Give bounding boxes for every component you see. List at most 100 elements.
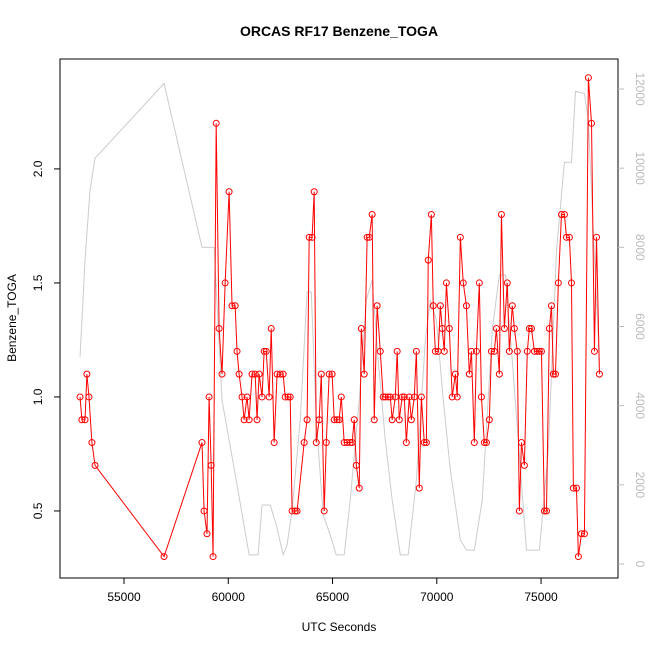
data-point bbox=[557, 211, 565, 219]
data-point bbox=[578, 530, 586, 538]
data-point bbox=[228, 302, 236, 310]
data-point bbox=[588, 119, 596, 127]
y2-tick-label: 2000 bbox=[633, 471, 647, 498]
data-point bbox=[391, 393, 399, 401]
data-point bbox=[429, 302, 437, 310]
data-point bbox=[368, 211, 376, 219]
data-point bbox=[284, 393, 292, 401]
data-point bbox=[417, 393, 425, 401]
data-point bbox=[549, 370, 557, 378]
data-point bbox=[286, 393, 294, 401]
data-point bbox=[209, 553, 217, 561]
data-point bbox=[315, 416, 323, 424]
data-point bbox=[420, 439, 428, 447]
data-point bbox=[160, 553, 168, 561]
x-tick-label: 55000 bbox=[107, 590, 141, 604]
data-point bbox=[281, 393, 289, 401]
data-point bbox=[503, 279, 511, 287]
data-point bbox=[500, 325, 508, 333]
data-point bbox=[317, 370, 325, 378]
data-point bbox=[262, 347, 270, 355]
y-tick-label: 1.5 bbox=[31, 274, 45, 291]
data-point bbox=[303, 416, 311, 424]
data-line bbox=[79, 82, 600, 557]
data-point bbox=[448, 393, 456, 401]
data-point bbox=[517, 439, 525, 447]
data-point bbox=[542, 507, 550, 515]
data-point bbox=[562, 233, 570, 241]
data-point bbox=[480, 439, 488, 447]
data-point bbox=[352, 461, 360, 469]
data-point bbox=[260, 347, 268, 355]
data-point bbox=[580, 530, 588, 538]
data-point bbox=[393, 347, 401, 355]
data-point bbox=[475, 279, 483, 287]
data-point bbox=[459, 279, 467, 287]
data-point bbox=[405, 393, 413, 401]
data-point bbox=[442, 279, 450, 287]
data-point bbox=[451, 370, 459, 378]
data-point bbox=[76, 393, 84, 401]
data-point bbox=[584, 74, 592, 82]
data-point bbox=[346, 439, 354, 447]
data-point bbox=[593, 233, 601, 241]
data-point bbox=[308, 233, 316, 241]
x-axis-label: UTC Seconds bbox=[302, 620, 377, 634]
y-tick-label: 1.0 bbox=[31, 388, 45, 405]
data-point bbox=[267, 325, 275, 333]
data-point bbox=[395, 416, 403, 424]
data-point bbox=[462, 302, 470, 310]
data-point bbox=[355, 484, 363, 492]
data-point bbox=[510, 325, 518, 333]
data-point bbox=[343, 439, 351, 447]
data-point bbox=[400, 393, 408, 401]
y2-tick-label: 6000 bbox=[633, 313, 647, 340]
data-point bbox=[505, 347, 513, 355]
data-point bbox=[218, 370, 226, 378]
data-point bbox=[467, 347, 475, 355]
y-tick-label: 2.0 bbox=[31, 160, 45, 177]
data-point bbox=[265, 393, 273, 401]
data-point bbox=[288, 507, 296, 515]
x-tick-label: 65000 bbox=[316, 590, 350, 604]
data-point bbox=[422, 439, 430, 447]
data-point bbox=[300, 439, 308, 447]
data-point bbox=[384, 393, 392, 401]
data-point bbox=[81, 416, 89, 424]
y2-tick-label: 12000 bbox=[633, 72, 647, 106]
data-point bbox=[540, 507, 548, 515]
data-point bbox=[215, 325, 223, 333]
data-point bbox=[520, 461, 528, 469]
data-point bbox=[325, 370, 333, 378]
data-point bbox=[497, 211, 505, 219]
data-point bbox=[376, 347, 384, 355]
y2-tick-label: 0 bbox=[633, 561, 647, 568]
data-point bbox=[245, 416, 253, 424]
data-point bbox=[221, 279, 229, 287]
data-point bbox=[573, 484, 581, 492]
data-point bbox=[328, 370, 336, 378]
data-point bbox=[530, 347, 538, 355]
data-point bbox=[495, 370, 503, 378]
data-point bbox=[251, 370, 259, 378]
data-point bbox=[83, 370, 91, 378]
data-point bbox=[569, 484, 577, 492]
data-point bbox=[205, 393, 213, 401]
data-point bbox=[253, 416, 261, 424]
data-point bbox=[200, 507, 208, 515]
data-point bbox=[477, 393, 485, 401]
data-point bbox=[88, 439, 96, 447]
data-point bbox=[453, 393, 461, 401]
data-point bbox=[370, 416, 378, 424]
data-point bbox=[410, 393, 418, 401]
data-point bbox=[545, 325, 553, 333]
data-point bbox=[233, 347, 241, 355]
data-point bbox=[320, 507, 328, 515]
data-point bbox=[487, 347, 495, 355]
data-point bbox=[590, 347, 598, 355]
data-point bbox=[85, 393, 93, 401]
data-point bbox=[255, 370, 263, 378]
data-point bbox=[386, 393, 394, 401]
data-point bbox=[440, 347, 448, 355]
